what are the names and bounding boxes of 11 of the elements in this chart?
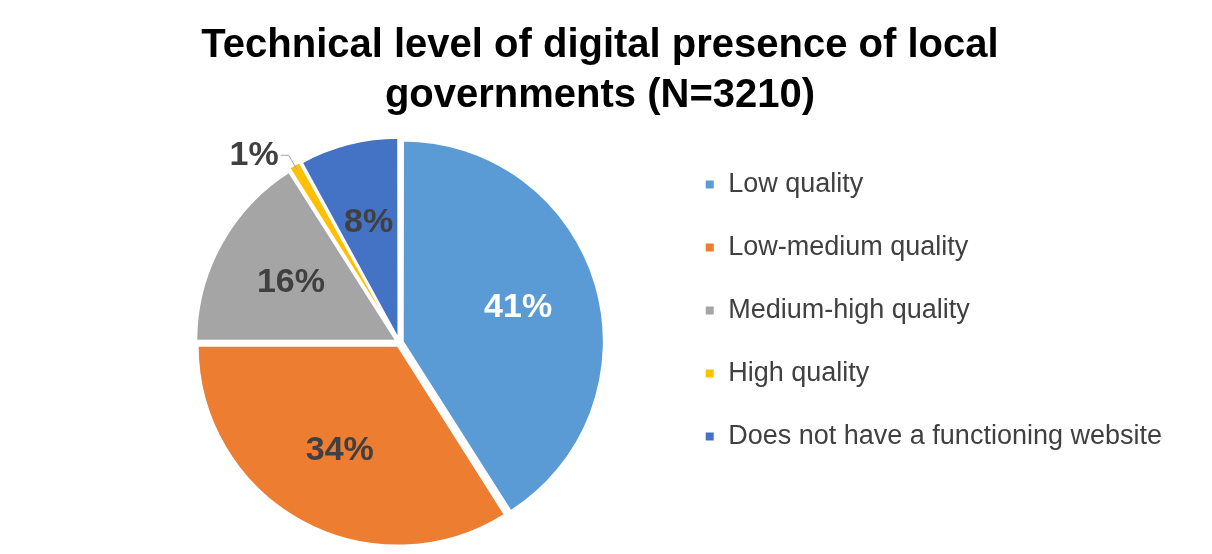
- data-label: 41%: [484, 286, 553, 325]
- legend-label: Does not have a functioning website: [728, 419, 1162, 450]
- data-label: 1%: [229, 133, 279, 172]
- legend-label: High quality: [728, 356, 870, 387]
- data-label: 16%: [256, 261, 325, 300]
- legend-label: Medium-high quality: [728, 293, 971, 324]
- data-label: 34%: [305, 429, 374, 468]
- legend-label: Low quality: [728, 167, 864, 198]
- data-label: 8%: [344, 201, 394, 240]
- chart-title: Technical level of digital presence of local governments (N=3210): [200, 20, 1000, 117]
- legend-label: Low-medium quality: [728, 230, 969, 261]
